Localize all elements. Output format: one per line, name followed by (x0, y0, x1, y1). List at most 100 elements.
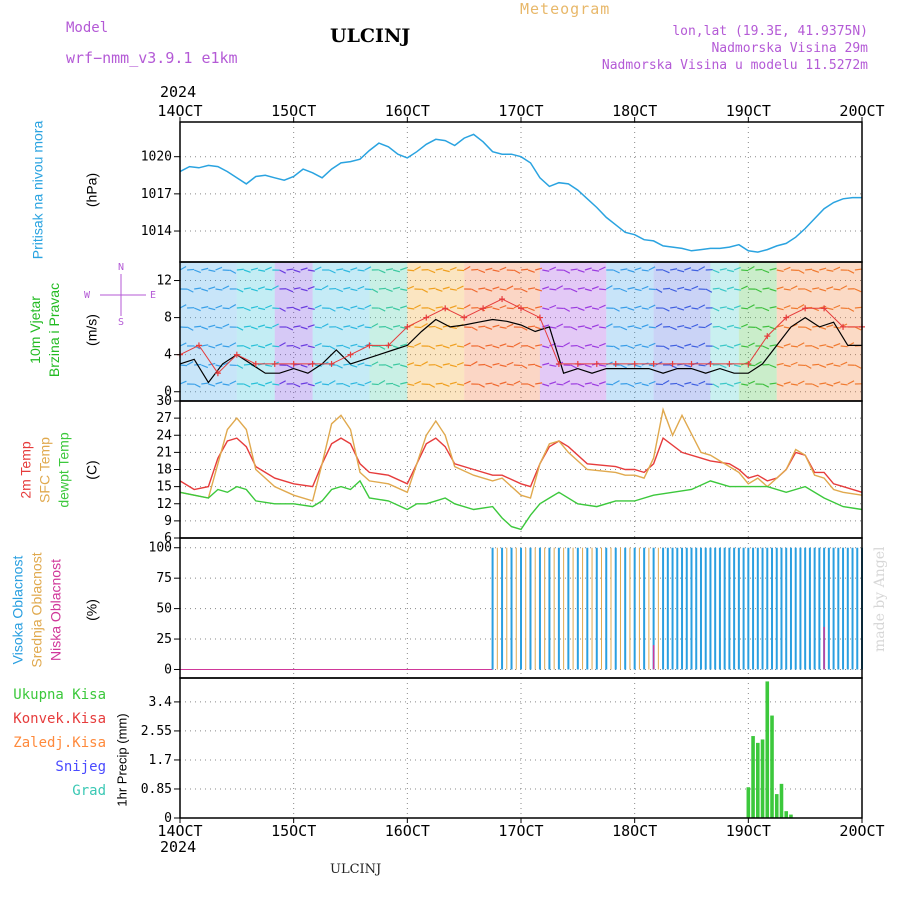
year-bottom: 2024 (160, 838, 197, 856)
precip-bar (765, 681, 770, 818)
wind-barb (506, 285, 514, 290)
pressure-unit: (hPa) (84, 173, 100, 207)
wind-barb (542, 269, 550, 272)
wind-barb (755, 326, 762, 331)
wind-barb (272, 383, 280, 386)
wind-barb (776, 286, 784, 290)
y-tick-label: 27 (156, 411, 172, 426)
temp-line-2 (179, 479, 863, 531)
wind-barb (634, 288, 642, 292)
wind-barb (584, 267, 592, 271)
wind-barb (400, 305, 408, 309)
wind-barb (812, 383, 819, 388)
wind-barb (712, 325, 720, 328)
wind-barb (293, 287, 301, 290)
x-tick-label-bottom: 14OCT (157, 822, 202, 840)
page-title: ULCINJ (330, 25, 411, 47)
wind-barb (670, 306, 678, 309)
wind-barb (854, 268, 862, 271)
watermark: made by Angel (872, 546, 888, 653)
wind-barb (662, 269, 670, 274)
wind-barb (293, 345, 301, 350)
wind-barb (492, 307, 500, 311)
wind-barb (719, 306, 727, 309)
wind-barb (442, 286, 450, 290)
wind-barb (286, 306, 294, 309)
wind-barb (470, 361, 478, 366)
wind-barb (279, 342, 286, 347)
wind-barb (364, 364, 372, 367)
wind-barb (826, 286, 834, 290)
wind-barb (627, 286, 635, 290)
wind-barb (712, 383, 720, 388)
wind-barb (229, 380, 237, 385)
wind-barb (336, 344, 344, 347)
wind-barb (741, 345, 749, 348)
wind-barb (293, 325, 301, 328)
wind-barb (463, 265, 471, 271)
wind-barb (343, 307, 351, 311)
wind-barb (243, 363, 251, 366)
wind-barb (250, 288, 258, 292)
wind-barb (300, 305, 308, 309)
y-tick-label: 75 (156, 571, 172, 586)
wind-barb (307, 345, 315, 349)
wind-barb (677, 286, 685, 290)
wind-barb (350, 364, 358, 368)
wind-barb (208, 324, 216, 328)
precip-bar (770, 715, 774, 818)
wind-barb (691, 307, 699, 310)
y-tick-label: 24 (156, 428, 172, 443)
wind-barb (201, 326, 209, 330)
wind-barb (605, 323, 613, 328)
wind-barb (648, 342, 656, 347)
wind-barb (599, 364, 607, 367)
wind-barb (726, 324, 734, 328)
wind-barb (336, 326, 343, 331)
wind-barb (456, 383, 465, 386)
wind-barb (364, 304, 372, 309)
wind-barb (719, 382, 727, 385)
wind-barb (542, 286, 550, 290)
wind-barb (762, 345, 770, 350)
wind-barb (478, 383, 485, 388)
wind-barb (670, 344, 678, 347)
precip-bar (784, 811, 789, 818)
wind-barb (677, 383, 685, 388)
wind-barb (641, 285, 649, 290)
wind-barb (300, 326, 308, 330)
wind-barb (577, 269, 585, 273)
wind-barb (598, 381, 606, 385)
wind-label-line: Brzina i Pravac (46, 283, 62, 377)
wind-barb (378, 307, 386, 312)
wind-barb (528, 287, 536, 290)
wind-barb (357, 307, 365, 310)
wind-barb (712, 287, 720, 290)
wind-barb (307, 286, 315, 290)
wind-barb (734, 288, 742, 291)
wind-barb (648, 380, 656, 385)
wind-barb (712, 307, 720, 312)
wind-barb (513, 269, 521, 274)
wind-barb (605, 285, 613, 290)
wind-barb (584, 343, 592, 347)
wind-barb (257, 286, 265, 290)
wind-barb (471, 268, 479, 271)
wind-barb (691, 269, 699, 272)
wind-barb (414, 364, 422, 367)
wind-barb (392, 383, 400, 388)
wind-barb (570, 288, 578, 293)
x-tick-label-bottom: 17OCT (498, 822, 543, 840)
altitude-label: Nadmorska Visina 29m (711, 41, 868, 56)
wind-barb (520, 268, 529, 271)
wind-barb (698, 326, 706, 329)
wind-barb (790, 345, 798, 348)
y-tick-label: 6 (164, 531, 172, 546)
wind-barb (769, 306, 777, 309)
precip-unit-line: 1hr Precip (mm) (114, 713, 129, 806)
wind-barb (314, 364, 322, 367)
wind-barb (222, 307, 230, 310)
compass-w: W (84, 290, 91, 301)
wind-barb (314, 342, 322, 347)
wind-barb (421, 361, 429, 366)
